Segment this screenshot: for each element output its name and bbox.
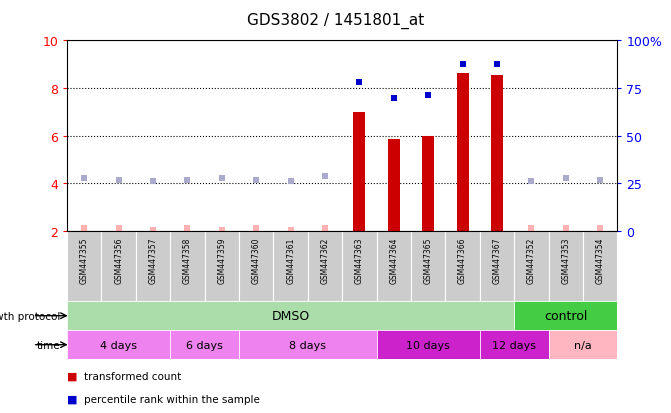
Bar bbox=[239, 330, 376, 359]
Bar bbox=[446, 231, 480, 301]
Text: GSM447353: GSM447353 bbox=[561, 237, 570, 283]
Text: time: time bbox=[37, 340, 60, 350]
Text: control: control bbox=[544, 309, 587, 323]
Bar bbox=[514, 231, 548, 301]
Text: 8 days: 8 days bbox=[289, 340, 326, 350]
Bar bbox=[549, 231, 583, 301]
Bar bbox=[342, 231, 376, 301]
Bar bbox=[480, 231, 514, 301]
Bar bbox=[411, 231, 446, 301]
Text: GSM447360: GSM447360 bbox=[252, 237, 261, 283]
Text: n/a: n/a bbox=[574, 340, 592, 350]
Bar bbox=[67, 301, 514, 330]
Text: ■: ■ bbox=[67, 394, 78, 404]
Text: ■: ■ bbox=[67, 371, 78, 381]
Bar bbox=[388, 140, 400, 231]
Text: 10 days: 10 days bbox=[406, 340, 450, 350]
Text: GSM447363: GSM447363 bbox=[355, 237, 364, 283]
Text: GSM447365: GSM447365 bbox=[423, 237, 433, 283]
Text: GSM447366: GSM447366 bbox=[458, 237, 467, 283]
Bar bbox=[376, 231, 411, 301]
Text: percentile rank within the sample: percentile rank within the sample bbox=[84, 394, 260, 404]
Bar bbox=[514, 301, 617, 330]
Text: GSM447358: GSM447358 bbox=[183, 237, 192, 283]
Text: GDS3802 / 1451801_at: GDS3802 / 1451801_at bbox=[247, 13, 424, 29]
Bar bbox=[491, 76, 503, 231]
Text: GSM447361: GSM447361 bbox=[286, 237, 295, 283]
Bar bbox=[67, 231, 101, 301]
Bar bbox=[456, 74, 468, 231]
Text: GSM447367: GSM447367 bbox=[493, 237, 501, 283]
Text: 4 days: 4 days bbox=[100, 340, 137, 350]
Text: growth protocol: growth protocol bbox=[0, 311, 60, 321]
Bar bbox=[354, 112, 366, 231]
Bar bbox=[67, 330, 170, 359]
Bar bbox=[376, 330, 480, 359]
Bar bbox=[101, 231, 136, 301]
Text: 12 days: 12 days bbox=[492, 340, 536, 350]
Text: GSM447364: GSM447364 bbox=[389, 237, 399, 283]
Bar bbox=[205, 231, 239, 301]
Bar bbox=[583, 231, 617, 301]
Bar bbox=[480, 330, 549, 359]
Bar bbox=[422, 136, 434, 231]
Text: DMSO: DMSO bbox=[272, 309, 310, 323]
Text: GSM447362: GSM447362 bbox=[321, 237, 329, 283]
Text: GSM447357: GSM447357 bbox=[148, 237, 158, 283]
Text: GSM447356: GSM447356 bbox=[114, 237, 123, 283]
Bar bbox=[308, 231, 342, 301]
Text: GSM447352: GSM447352 bbox=[527, 237, 536, 283]
Bar bbox=[170, 231, 205, 301]
Bar bbox=[549, 330, 617, 359]
Text: transformed count: transformed count bbox=[84, 371, 181, 381]
Bar bbox=[170, 330, 239, 359]
Text: GSM447354: GSM447354 bbox=[596, 237, 605, 283]
Text: GSM447355: GSM447355 bbox=[80, 237, 89, 283]
Text: GSM447359: GSM447359 bbox=[217, 237, 226, 283]
Bar bbox=[136, 231, 170, 301]
Text: 6 days: 6 days bbox=[187, 340, 223, 350]
Bar bbox=[274, 231, 308, 301]
Bar bbox=[239, 231, 274, 301]
